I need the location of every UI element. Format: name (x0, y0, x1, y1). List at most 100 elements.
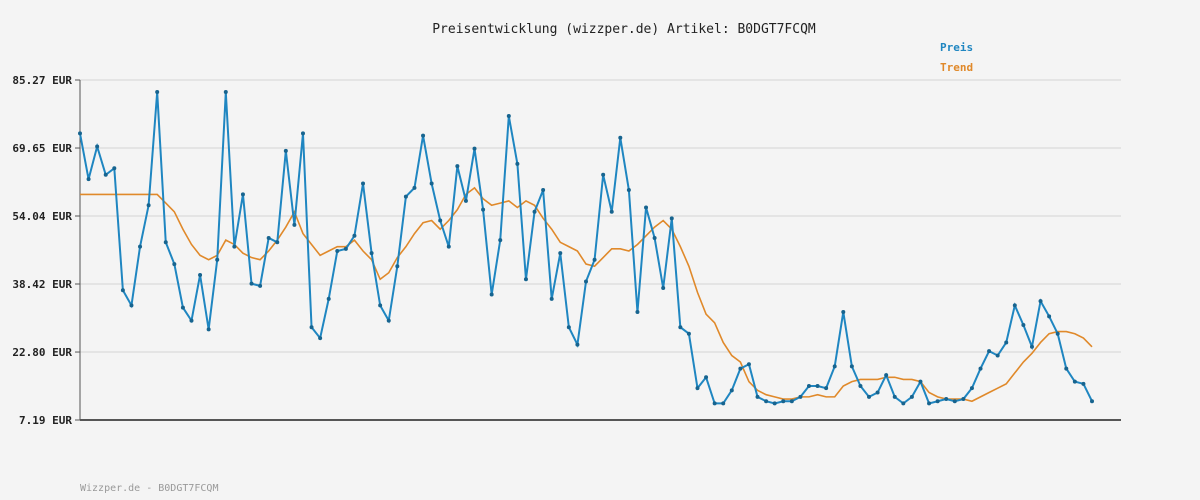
price-point (180, 305, 185, 310)
price-point (283, 148, 288, 153)
price-point (781, 399, 786, 404)
price-point (618, 135, 623, 140)
y-tick-label: 54.04 EUR (12, 210, 72, 223)
price-point (369, 251, 374, 256)
price-point (78, 131, 82, 136)
legend-trend: Trend (940, 61, 973, 74)
price-line (79, 91, 1093, 405)
price-point (867, 394, 872, 399)
price-point (815, 383, 820, 388)
price-point (515, 161, 520, 166)
price-point (1047, 314, 1052, 319)
price-point (824, 386, 829, 391)
price-point (489, 292, 494, 297)
price-point (549, 296, 554, 301)
price-point (832, 364, 837, 369)
price-point (884, 373, 889, 378)
price-point (438, 218, 443, 223)
price-point (472, 146, 477, 151)
price-point (678, 325, 683, 330)
price-point (146, 203, 151, 208)
trend-line (80, 186, 1093, 403)
price-point (969, 386, 974, 391)
price-point (652, 235, 657, 240)
price-point (258, 283, 263, 288)
price-point (849, 364, 854, 369)
price-point (927, 401, 932, 406)
y-tick-label: 22.80 EUR (12, 346, 72, 359)
price-point (309, 325, 314, 330)
price-point (249, 281, 254, 286)
y-tick-label: 7.19 EUR (19, 414, 72, 427)
price-point (721, 401, 726, 406)
price-point (592, 257, 597, 262)
price-point (558, 251, 563, 256)
price-point (532, 209, 537, 214)
price-point (395, 264, 400, 269)
price-point (429, 181, 434, 186)
price-point (704, 375, 709, 380)
price-point (944, 397, 949, 402)
price-point (240, 192, 245, 197)
price-point (463, 198, 468, 203)
price-point (155, 90, 160, 95)
y-axis: 85.27 EUR 69.65 EUR 54.04 EUR 38.42 EUR 22.8… (12, 74, 81, 427)
price-point (275, 240, 280, 245)
price-point (172, 262, 177, 267)
price-point (729, 388, 734, 393)
price-point (292, 222, 297, 227)
chart-title: Preisentwicklung (wizzper.de) Artikel: B… (432, 22, 816, 37)
price-point (1021, 323, 1026, 328)
series-layer (78, 90, 1094, 406)
y-tick-label: 69.65 EUR (12, 142, 72, 155)
price-point (481, 207, 486, 212)
price-point (566, 325, 571, 330)
price-point (343, 246, 348, 251)
price-point (421, 133, 426, 138)
price-point (266, 235, 271, 240)
price-point (661, 286, 666, 291)
price-point (798, 394, 803, 399)
price-point (712, 401, 717, 406)
price-point (455, 164, 460, 169)
price-point (789, 399, 794, 404)
price-point (1029, 344, 1034, 349)
price-point (1064, 366, 1069, 371)
price-point (935, 399, 940, 404)
price-point (326, 296, 331, 301)
price-point (335, 249, 340, 254)
price-point (746, 362, 751, 367)
price-point (635, 309, 640, 314)
price-point (609, 209, 614, 214)
price-point (403, 194, 408, 199)
price-point (952, 399, 957, 404)
grid-lines (80, 79, 1121, 421)
price-point (772, 401, 777, 406)
price-point (1055, 331, 1060, 336)
price-point (892, 394, 897, 399)
price-point (95, 144, 100, 149)
price-point (163, 240, 168, 245)
price-point (918, 379, 923, 384)
legend-preis: Preis (940, 41, 973, 54)
price-point (215, 257, 220, 262)
price-point (361, 181, 366, 186)
price-point (412, 185, 417, 190)
price-point (901, 401, 906, 406)
y-tick-label: 85.27 EUR (12, 74, 72, 87)
price-point (446, 244, 451, 249)
price-point (644, 205, 649, 210)
price-point (1004, 340, 1009, 345)
price-point (575, 342, 580, 347)
price-point (961, 397, 966, 402)
price-point (206, 327, 211, 332)
price-point (112, 166, 117, 171)
price-point (995, 353, 1000, 358)
price-point (601, 172, 606, 177)
price-point (695, 386, 700, 391)
price-point (738, 366, 743, 371)
price-point (318, 336, 323, 341)
price-point (86, 177, 91, 182)
price-point (1072, 379, 1077, 384)
